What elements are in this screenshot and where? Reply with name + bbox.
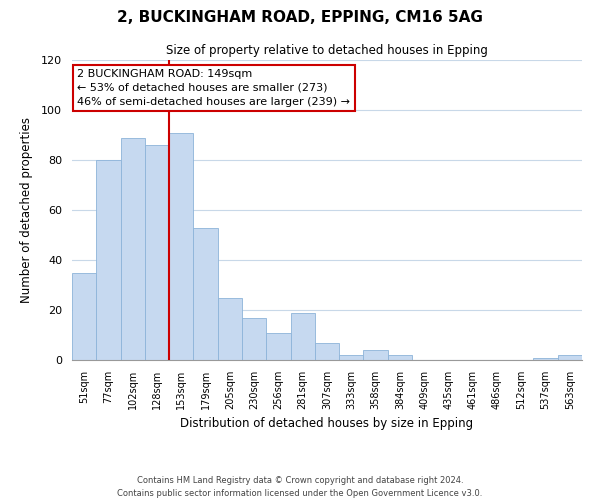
Bar bbox=[315, 342, 339, 360]
Bar bbox=[558, 355, 582, 360]
Bar bbox=[290, 312, 315, 360]
Bar bbox=[169, 132, 193, 360]
Title: Size of property relative to detached houses in Epping: Size of property relative to detached ho… bbox=[166, 44, 488, 58]
Bar bbox=[218, 298, 242, 360]
Bar bbox=[96, 160, 121, 360]
Bar bbox=[72, 272, 96, 360]
Bar bbox=[388, 355, 412, 360]
Bar bbox=[533, 358, 558, 360]
Bar bbox=[193, 228, 218, 360]
Bar bbox=[339, 355, 364, 360]
Bar bbox=[242, 318, 266, 360]
Text: 2 BUCKINGHAM ROAD: 149sqm
← 53% of detached houses are smaller (273)
46% of semi: 2 BUCKINGHAM ROAD: 149sqm ← 53% of detac… bbox=[77, 69, 350, 107]
Text: Contains HM Land Registry data © Crown copyright and database right 2024.
Contai: Contains HM Land Registry data © Crown c… bbox=[118, 476, 482, 498]
Bar bbox=[145, 145, 169, 360]
Bar bbox=[266, 332, 290, 360]
Bar bbox=[364, 350, 388, 360]
Y-axis label: Number of detached properties: Number of detached properties bbox=[20, 117, 33, 303]
Bar bbox=[121, 138, 145, 360]
X-axis label: Distribution of detached houses by size in Epping: Distribution of detached houses by size … bbox=[181, 418, 473, 430]
Text: 2, BUCKINGHAM ROAD, EPPING, CM16 5AG: 2, BUCKINGHAM ROAD, EPPING, CM16 5AG bbox=[117, 10, 483, 25]
